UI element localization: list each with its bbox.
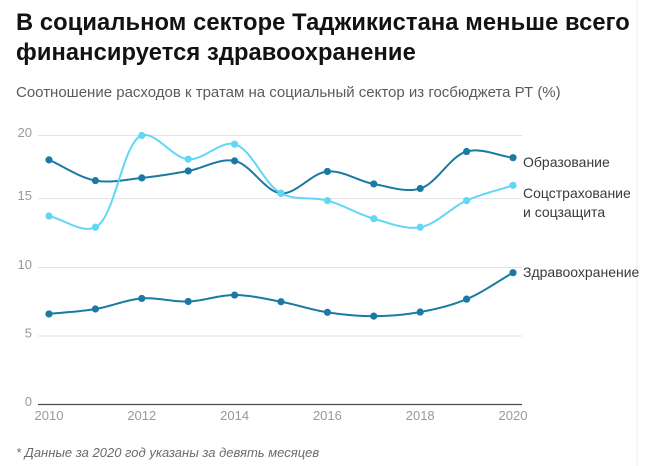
svg-text:10: 10 [18, 257, 32, 272]
svg-text:5: 5 [25, 326, 32, 341]
svg-text:2014: 2014 [220, 408, 249, 423]
svg-text:2012: 2012 [127, 408, 156, 423]
svg-text:2010: 2010 [35, 408, 64, 423]
svg-text:2020: 2020 [499, 408, 528, 423]
svg-text:0: 0 [25, 394, 32, 409]
svg-text:2016: 2016 [313, 408, 342, 423]
svg-text:15: 15 [18, 188, 32, 203]
svg-text:2018: 2018 [406, 408, 435, 423]
svg-text:20: 20 [18, 125, 32, 140]
